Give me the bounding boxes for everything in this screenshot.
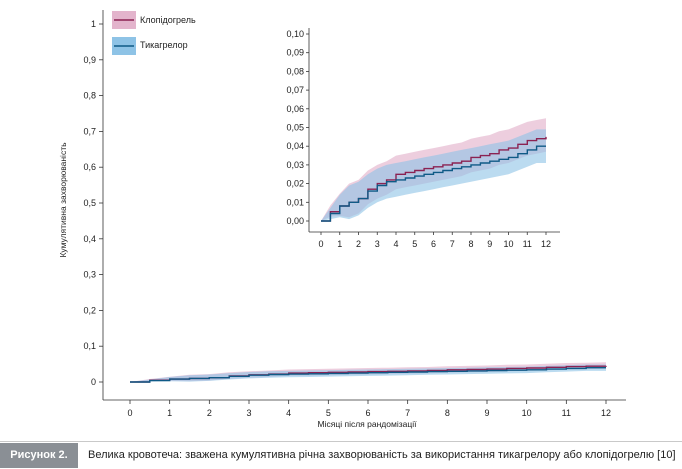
- main-x-tick-label: 11: [562, 408, 571, 418]
- inset-y-tick-label: 0,03: [286, 160, 304, 170]
- figure-label: Рисунок 2.: [0, 443, 78, 468]
- y-axis-title: Кумулятивна захворюваність: [58, 142, 68, 258]
- legend: Клопідогрель Тикагрелор: [112, 11, 196, 55]
- inset-axes: 0,00 0,01 0,02 0,03 0,04 0,05 0,06 0,07 0,08 0,09…: [286, 28, 560, 249]
- main-y-tick-label: 0,5: [83, 198, 96, 208]
- main-y-tick-label: 0,4: [83, 234, 96, 244]
- main-x-tick-label: 0: [127, 408, 132, 418]
- inset-x-tick-label: 8: [468, 239, 473, 249]
- main-x-tick-label: 10: [522, 408, 532, 418]
- main-x-tick-label: 4: [286, 408, 291, 418]
- inset-x-tick-label: 5: [412, 239, 417, 249]
- main-y-tick-label: 0: [91, 377, 96, 387]
- inset-y-tick-label: 0,08: [286, 66, 304, 76]
- inset-y-tick-label: 0,04: [286, 141, 304, 151]
- main-ticagrelor-line: [130, 367, 606, 383]
- main-x-tick-label: 3: [246, 408, 251, 418]
- main-y-tick-label: 0,2: [83, 305, 96, 315]
- inset-ticagrelor-band: [321, 129, 546, 221]
- inset-y-tick-label: 0,07: [286, 85, 304, 95]
- main-y-tick-label: 0,9: [83, 55, 96, 65]
- inset-x-tick-label: 3: [375, 239, 380, 249]
- inset-y-tick-label: 0,09: [286, 48, 304, 58]
- caption-bar: [0, 441, 682, 469]
- main-axes: 00,10,20,30,40,50,60,70,80,910 1 2 3 4 5 6 7 8 9 1…: [83, 10, 626, 418]
- inset-x-tick-label: 0: [318, 239, 323, 249]
- inset-x-tick-label: 7: [450, 239, 455, 249]
- legend-ticagrelor-label: Тикагрелор: [140, 40, 188, 50]
- inset-y-tick-label: 0,01: [286, 197, 304, 207]
- main-x-tick-label: 12: [601, 408, 611, 418]
- figure-caption: Велика кровотеча: зважена кумулятивна рі…: [88, 449, 676, 461]
- main-x-tick-label: 5: [326, 408, 331, 418]
- main-x-tick-label: 7: [405, 408, 410, 418]
- inset-x-tick-label: 2: [356, 239, 361, 249]
- main-x-tick-label: 9: [484, 408, 489, 418]
- main-y-tick-label: 0,1: [83, 341, 96, 351]
- inset-y-tick-label: 0,05: [286, 123, 304, 133]
- main-x-tick-label: 6: [365, 408, 370, 418]
- inset-x-tick-label: 9: [487, 239, 492, 249]
- main-x-tick-label: 8: [445, 408, 450, 418]
- main-y-tick-label: 0,6: [83, 162, 96, 172]
- inset-x-tick-label: 6: [431, 239, 436, 249]
- inset-x-tick-label: 12: [541, 239, 551, 249]
- inset-plot-area: [321, 118, 547, 222]
- main-y-tick-label: 0,3: [83, 270, 96, 280]
- inset-y-tick-label: 0,06: [286, 104, 304, 114]
- main-plot-area: [130, 362, 607, 383]
- x-axis-title: Місяці після рандомізації: [318, 419, 418, 429]
- inset-x-tick-label: 10: [503, 239, 513, 249]
- main-x-tick-label: 1: [167, 408, 172, 418]
- inset-x-tick-label: 1: [337, 239, 342, 249]
- inset-y-tick-label: 0,00: [286, 216, 304, 226]
- legend-clopidogrel-label: Клопідогрель: [140, 15, 196, 25]
- inset-y-tick-label: 0,10: [286, 29, 304, 39]
- inset-ticagrelor-line: [321, 145, 546, 222]
- chart-figure: 00,10,20,30,40,50,60,70,80,910 1 2 3 4 5 6 7 8 9 1…: [58, 10, 626, 429]
- main-x-tick-label: 2: [207, 408, 212, 418]
- main-y-tick-label: 1: [91, 19, 96, 29]
- main-y-tick-label: 0,7: [83, 126, 96, 136]
- inset-x-tick-label: 4: [393, 239, 398, 249]
- inset-x-tick-label: 11: [523, 239, 532, 249]
- inset-y-tick-label: 0,02: [286, 179, 304, 189]
- main-y-tick-label: 0,8: [83, 91, 96, 101]
